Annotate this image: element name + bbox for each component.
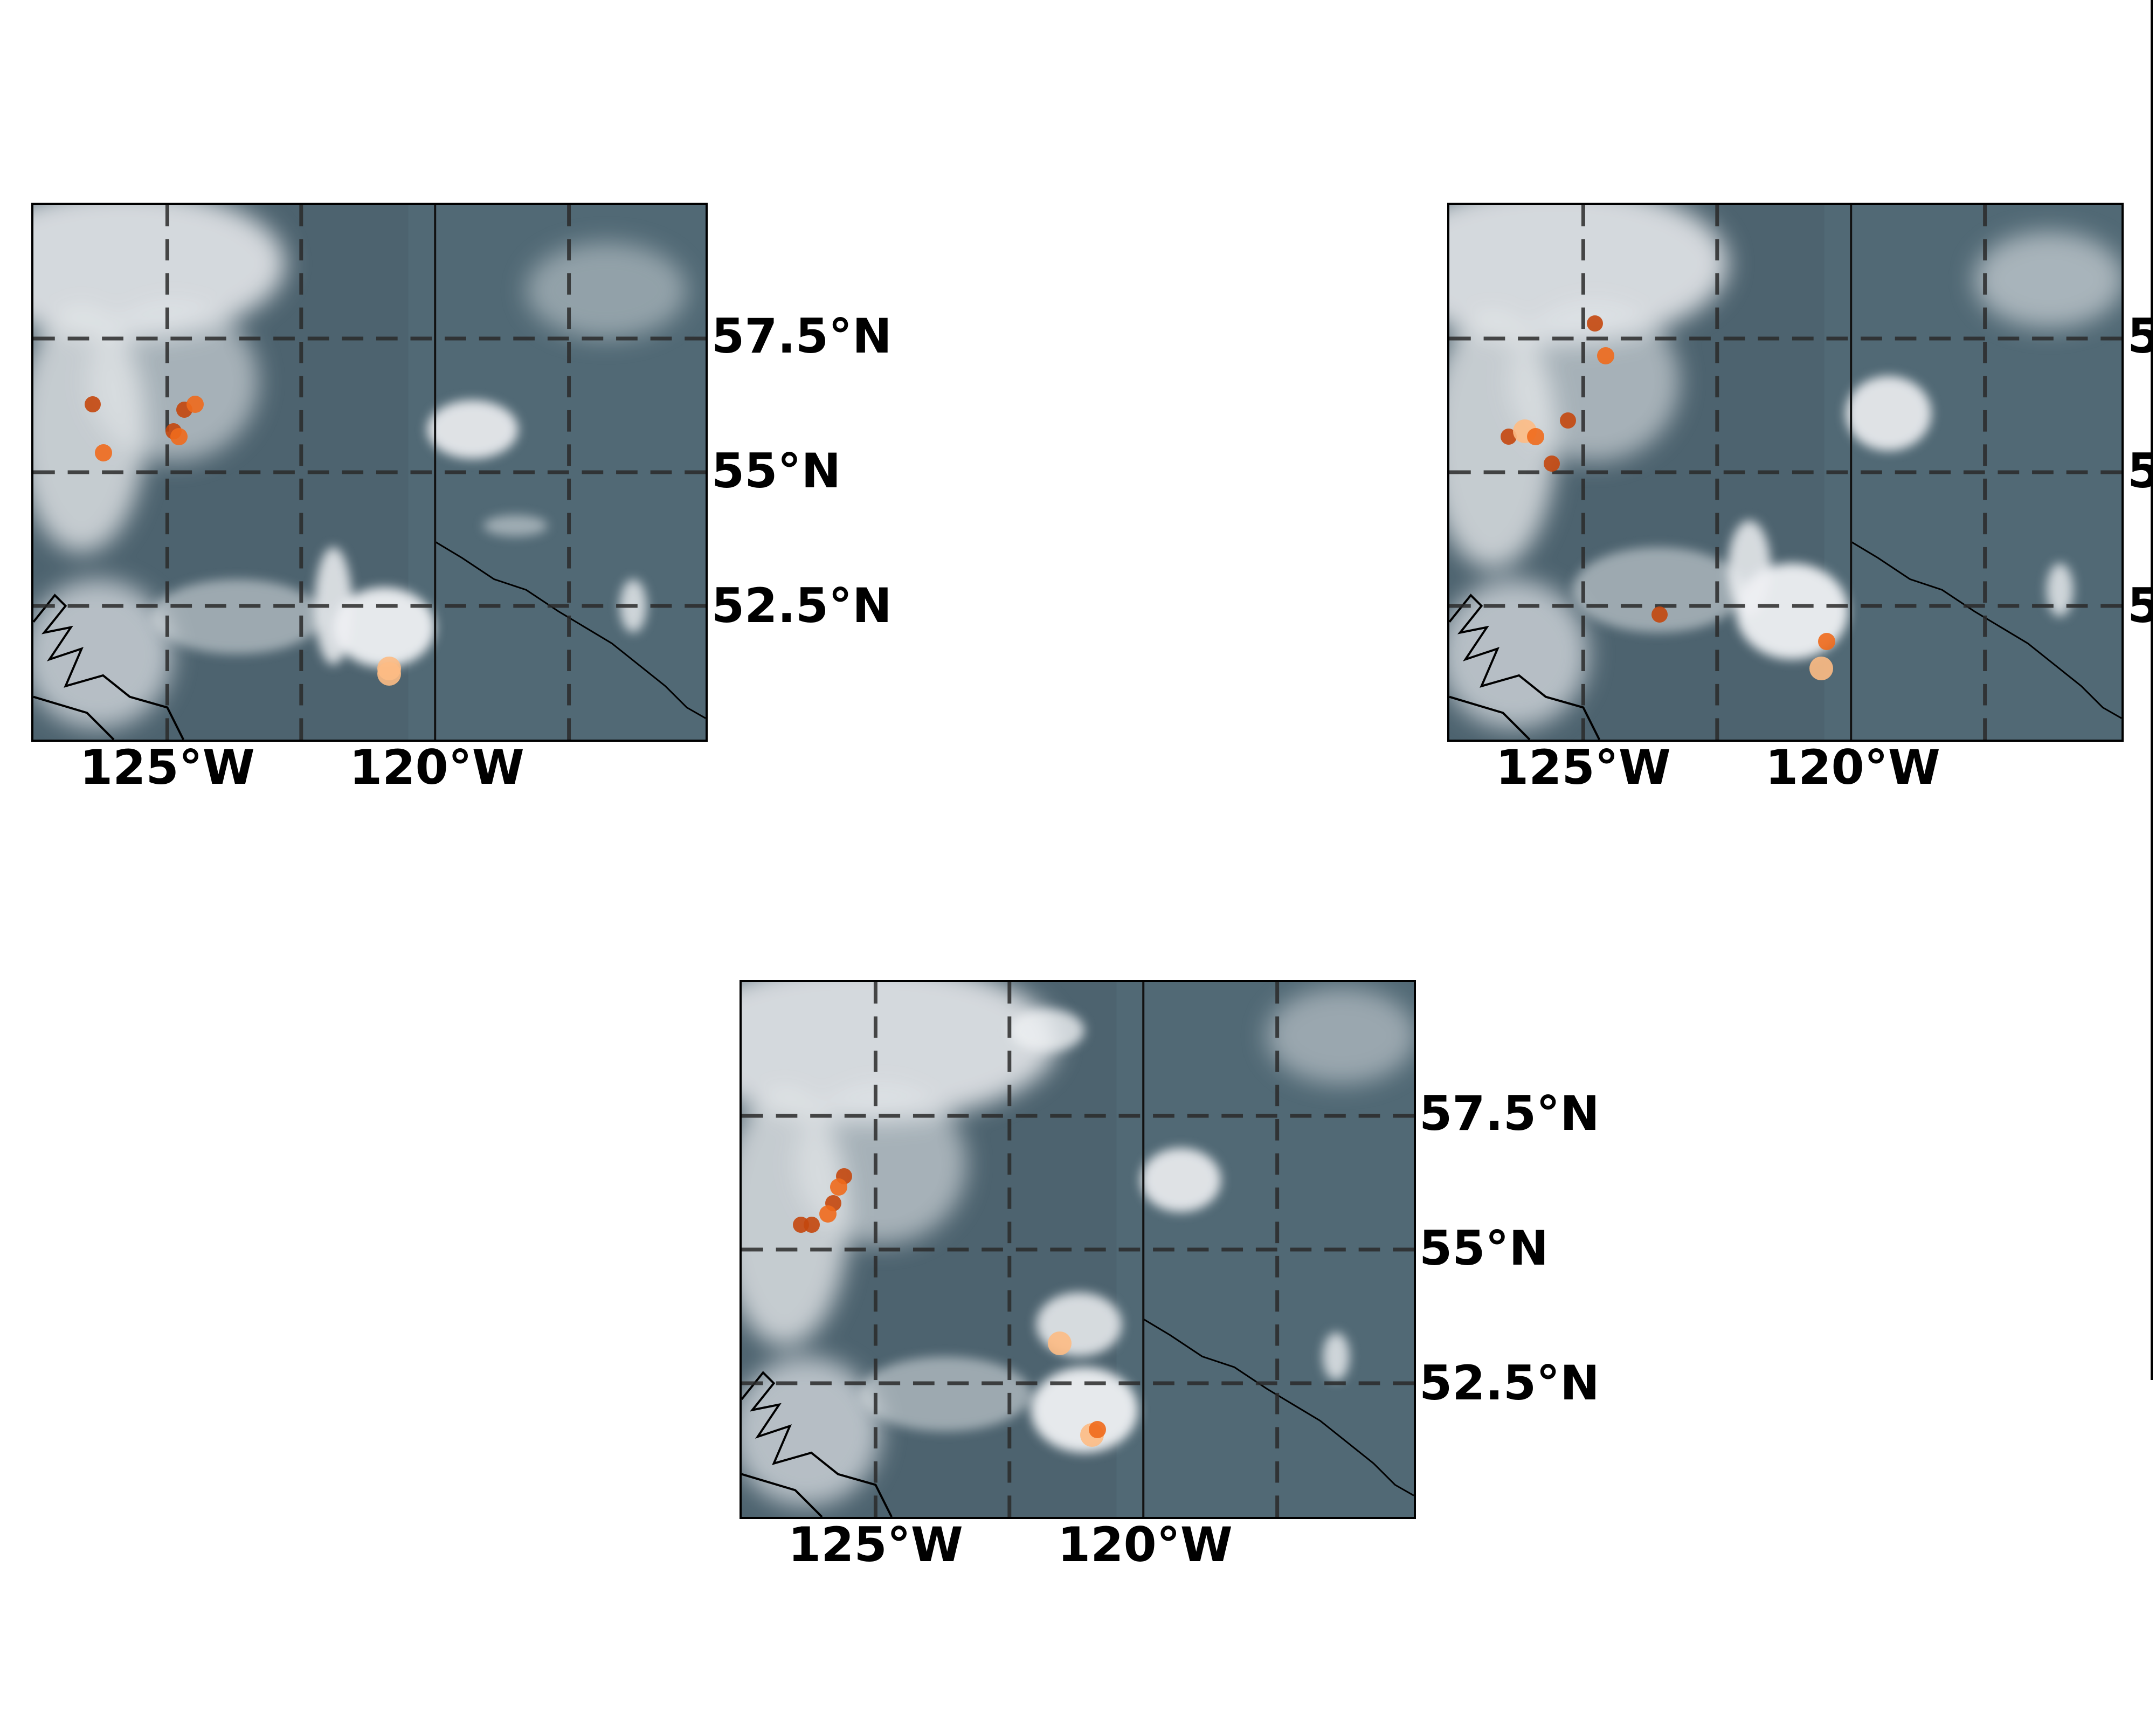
lon-tick-label: 120°W bbox=[1765, 740, 1940, 795]
lat-tick-label: 57.5°N bbox=[1419, 1086, 1600, 1141]
fire-detection-marker bbox=[830, 1178, 847, 1196]
lon-tick-label: 120°W bbox=[1058, 1517, 1233, 1572]
satellite-image bbox=[742, 982, 1414, 1517]
fire-detection-marker bbox=[819, 1205, 837, 1223]
fire-detection-marker bbox=[1809, 657, 1833, 680]
lat-tick-label: 57.5°N bbox=[711, 308, 892, 364]
lat-tick-label: 52.5°N bbox=[711, 578, 892, 633]
marker-layer bbox=[1501, 315, 1835, 680]
lon-tick-label: 125°W bbox=[1496, 740, 1671, 795]
lat-tick-label: 55°N bbox=[1419, 1220, 1549, 1276]
figure-edge-line bbox=[2151, 0, 2153, 1380]
map-panel-bottom-center bbox=[740, 980, 1416, 1519]
lon-tick-label: 125°W bbox=[788, 1517, 963, 1572]
lat-tick-label: 55°N bbox=[711, 443, 841, 499]
lat-tick-label-clipped: 52.5°N bbox=[2127, 582, 2152, 630]
fire-detection-marker bbox=[1089, 1421, 1106, 1438]
map-panel-top-right bbox=[1447, 203, 2124, 742]
map-panel-top-left bbox=[31, 203, 708, 742]
fire-detection-marker bbox=[804, 1217, 820, 1233]
fire-detection-marker bbox=[95, 444, 112, 461]
lat-tick-label-clipped: 55°N bbox=[2127, 447, 2152, 495]
fire-detection-marker bbox=[1501, 429, 1517, 445]
fire-detection-marker bbox=[186, 396, 204, 413]
fire-detection-marker bbox=[1651, 606, 1668, 623]
fire-detection-marker bbox=[1597, 347, 1614, 364]
fire-detection-marker bbox=[1818, 633, 1835, 650]
satellite-image bbox=[33, 205, 706, 740]
fire-detection-marker bbox=[1048, 1331, 1072, 1355]
fire-detection-marker bbox=[1544, 456, 1560, 472]
lon-tick-label: 125°W bbox=[80, 740, 255, 795]
fire-detection-marker bbox=[1587, 315, 1603, 332]
fire-detection-marker bbox=[1527, 428, 1544, 445]
lat-tick-label: 52.5°N bbox=[1419, 1355, 1600, 1411]
satellite-image bbox=[1449, 205, 2122, 740]
fire-detection-marker bbox=[377, 662, 401, 686]
fire-detection-marker bbox=[170, 428, 188, 445]
fire-detection-marker bbox=[1560, 412, 1576, 429]
lon-tick-label: 120°W bbox=[349, 740, 524, 795]
marker-layer bbox=[793, 1168, 1106, 1447]
lat-tick-label-clipped: 57.5°N bbox=[2127, 313, 2152, 360]
marker-layer bbox=[85, 396, 401, 686]
fire-detection-marker bbox=[85, 396, 101, 412]
